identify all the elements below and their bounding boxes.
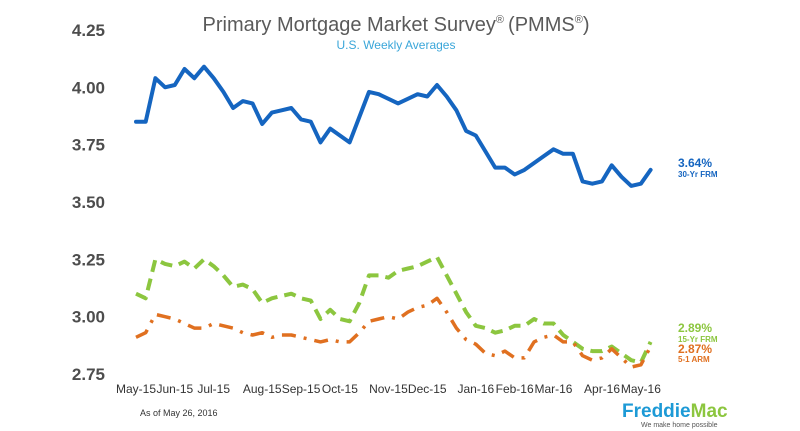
- y-axis-ticks: 4.25 4.00 3.75 3.50 3.25 3.00 2.75: [72, 21, 105, 384]
- series-layer: [134, 64, 653, 369]
- chart-title-end: ): [583, 14, 590, 36]
- chart-title: Primary Mortgage Market Survey® (PMMS®): [203, 14, 590, 36]
- x-tick-label: Apr-16: [584, 382, 620, 396]
- end-value-label: 2.87%: [678, 342, 712, 356]
- x-tick-label: Jan-16: [457, 382, 494, 396]
- y-tick-label: 3.50: [72, 193, 105, 212]
- end-value-label: 2.89%: [678, 321, 712, 335]
- brand-name-freddie: Freddie: [622, 401, 691, 422]
- x-tick-label: Aug-15: [243, 382, 282, 396]
- x-tick-label: Nov-15: [369, 382, 408, 396]
- svg-text:FreddieMac: FreddieMac: [622, 401, 728, 422]
- x-tick-label: May-16: [621, 382, 661, 396]
- x-tick-label: Jul-15: [197, 382, 230, 396]
- end-value-label: 3.64%: [678, 156, 712, 170]
- title-registered-mark-2: ®: [575, 14, 583, 26]
- y-tick-label: 4.25: [72, 21, 105, 40]
- brand-tagline: We make home possible: [641, 422, 718, 429]
- y-tick-label: 3.25: [72, 250, 105, 269]
- series-name-label: 5-1 ARM: [678, 355, 710, 364]
- chart-title-main: Primary Mortgage Market Survey: [203, 14, 496, 36]
- x-axis-ticks: May-15 Jun-15 Jul-15 Aug-15 Sep-15 Oct-15 Nov-…: [116, 382, 661, 396]
- footnote: As of May 26, 2016: [140, 408, 218, 418]
- x-tick-label: May-15: [116, 382, 156, 396]
- x-tick-label: Oct-15: [322, 382, 358, 396]
- brand-logo: FreddieMac We make home possible: [622, 401, 728, 429]
- series-line-15-yr-frm: [135, 255, 653, 365]
- title-registered-mark: ®: [496, 14, 504, 26]
- chart-subtitle: U.S. Weekly Averages: [337, 38, 456, 52]
- series-line-5-1-arm: [135, 296, 653, 369]
- x-tick-label: Dec-15: [408, 382, 447, 396]
- x-tick-label: Sep-15: [282, 382, 321, 396]
- chart-title-suffix: (PMMS: [508, 14, 575, 36]
- y-tick-label: 3.75: [72, 136, 105, 155]
- x-tick-label: Mar-16: [534, 382, 572, 396]
- y-tick-label: 3.00: [72, 308, 105, 327]
- x-tick-label: Jun-15: [156, 382, 193, 396]
- series-name-label: 15-Yr FRM: [678, 335, 718, 344]
- x-tick-label: Feb-16: [496, 382, 534, 396]
- y-tick-label: 2.75: [72, 365, 105, 384]
- series-line-30-yr-frm: [134, 64, 653, 188]
- brand-name-mac: Mac: [691, 401, 728, 422]
- y-tick-label: 4.00: [72, 78, 105, 97]
- series-name-label: 30-Yr FRM: [678, 170, 718, 179]
